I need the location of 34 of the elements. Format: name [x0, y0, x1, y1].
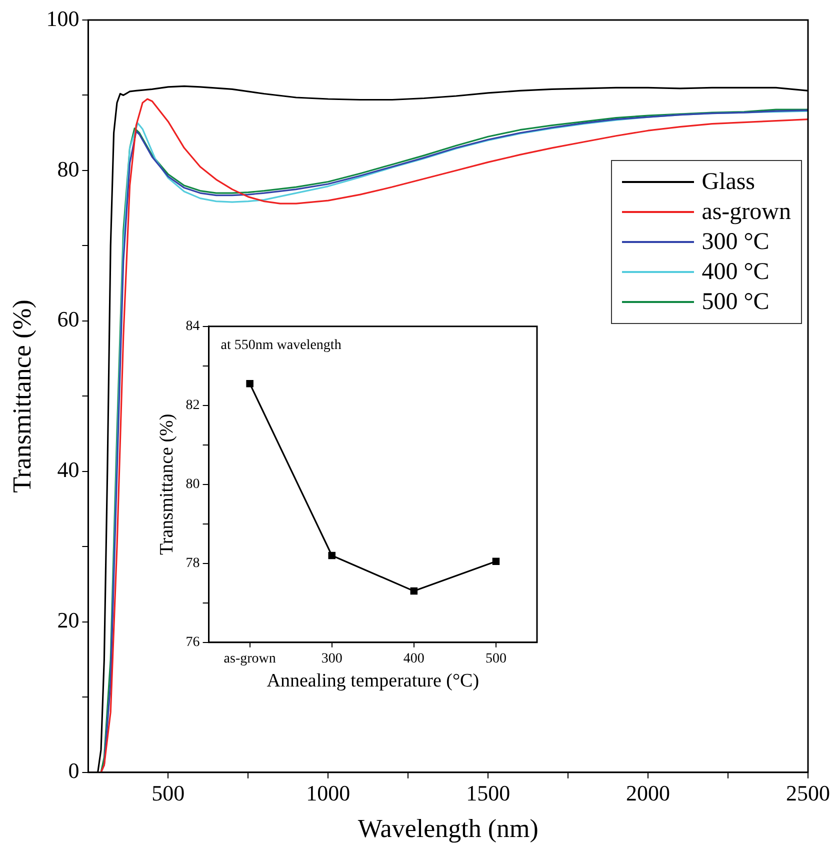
legend-label: 400 °C — [702, 258, 770, 286]
point — [410, 587, 418, 595]
x-tick-label: 500 — [152, 780, 185, 806]
x-tick-label: as-grown — [224, 651, 276, 666]
y-tick-label: 82 — [186, 398, 200, 414]
y-tick-label: 84 — [186, 319, 200, 334]
x-tick-label: 1000 — [306, 780, 350, 806]
annotation: at 550nm wavelength — [220, 338, 342, 354]
y-tick-label: 80 — [57, 156, 80, 182]
legend-label: as-grown — [702, 198, 791, 226]
legend-label: 500 °C — [702, 288, 770, 316]
point — [328, 552, 336, 560]
point — [492, 558, 500, 566]
x-tick-label: 2000 — [626, 780, 670, 806]
y-axis-title: Transmittance (%) — [156, 414, 178, 556]
y-tick-label: 76 — [186, 635, 200, 650]
x-tick-label: 400 — [403, 651, 424, 666]
x-tick-label: 2500 — [786, 780, 830, 806]
legend-label: Glass — [702, 168, 756, 196]
y-tick-label: 60 — [57, 306, 80, 332]
x-tick-label: 300 — [321, 651, 342, 666]
x-tick-label: 1500 — [466, 780, 510, 806]
y-tick-label: 100 — [46, 6, 80, 31]
x-axis-title: Annealing temperature (°C) — [266, 670, 480, 692]
y-tick-label: 40 — [57, 457, 80, 482]
y-tick-label: 0 — [68, 758, 80, 784]
y-tick-label: 78 — [186, 556, 200, 572]
legend-label: 300 °C — [702, 228, 770, 256]
y-axis-title: Transmittance (%) — [7, 300, 36, 493]
point — [246, 380, 254, 388]
x-tick-label: 500 — [485, 651, 506, 666]
x-axis-title: Wavelength (nm) — [358, 814, 538, 844]
y-tick-label: 80 — [186, 477, 200, 492]
y-tick-label: 20 — [57, 608, 80, 633]
